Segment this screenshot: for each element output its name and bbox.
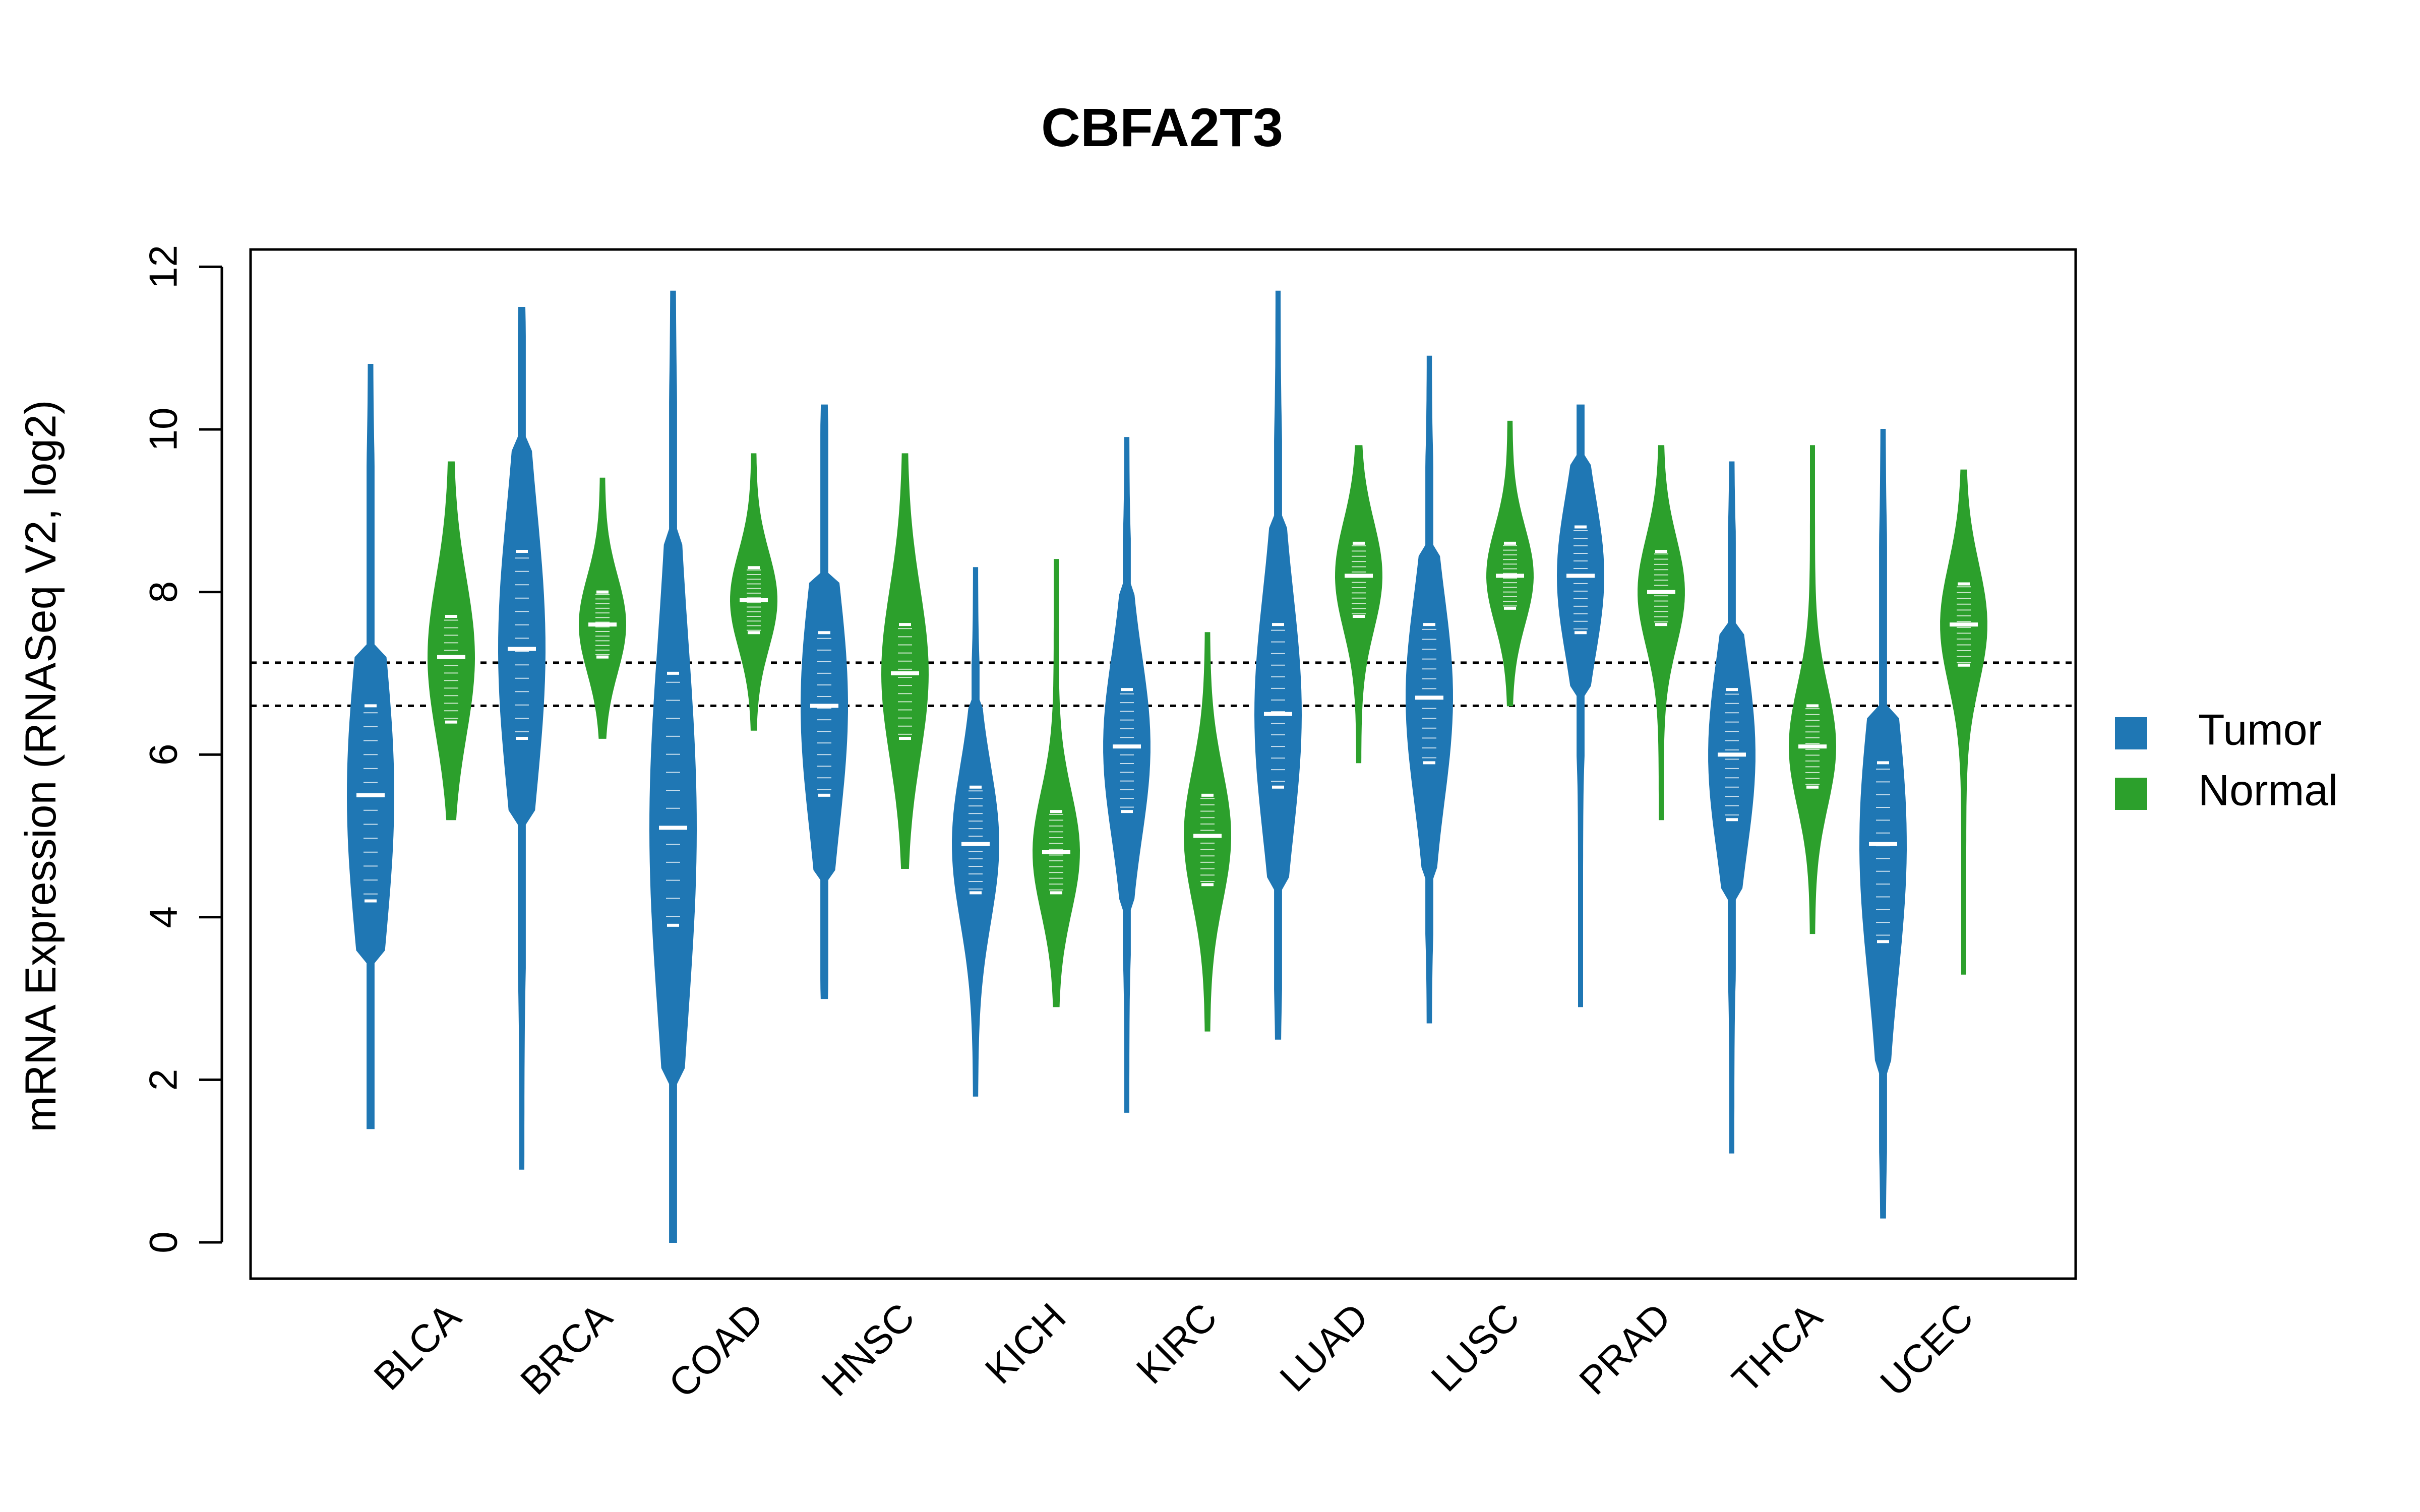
violin-tumor-prad [1556, 404, 1605, 1007]
chart-title: CBFA2T3 [1041, 97, 1283, 158]
y-tick-label: 12 [141, 245, 186, 289]
violin-tumor-hnsc [801, 404, 848, 999]
violin-normal-blca [427, 461, 475, 821]
legend-item-tumor: Tumor [2115, 706, 2322, 754]
violin-normal-prad [1638, 445, 1685, 821]
violin-normal-thca [1788, 445, 1837, 934]
y-tick-label: 10 [141, 408, 186, 452]
legend-item-normal: Normal [2115, 767, 2338, 815]
violin-tumor-coad [649, 290, 697, 1243]
legend-swatch [2115, 717, 2147, 749]
violin-tumor-lusc [1405, 355, 1454, 1024]
y-tick-label: 2 [141, 1069, 186, 1091]
violin-tumor-kirc [1103, 437, 1151, 1113]
series-normal [427, 420, 1987, 1032]
violin-tumor-blca [346, 364, 395, 1129]
violin-tumor-thca [1708, 461, 1756, 1154]
violin-normal-luad [1335, 445, 1383, 764]
y-tick-label: 6 [141, 744, 186, 766]
violin-normal-ucec [1940, 469, 1987, 975]
y-axis-label: mRNA Expression (RNASeq V2, log2) [17, 400, 65, 1132]
legend-label: Tumor [2198, 706, 2322, 754]
series-tumor [346, 290, 1907, 1243]
violin-normal-kich [1032, 559, 1080, 1007]
y-axis: 0 2 4 6 8 10 12 [141, 245, 223, 1253]
y-tick-label: 4 [141, 906, 186, 928]
violin-normal-kirc [1183, 632, 1232, 1032]
plot-frame [249, 248, 2077, 1280]
y-tick-label: 8 [141, 581, 186, 603]
violin-tumor-kich [951, 567, 1000, 1097]
y-tick-label: 0 [141, 1231, 186, 1253]
violin-normal-lusc [1486, 420, 1534, 707]
violin-tumor-ucec [1859, 429, 1907, 1219]
violin-normal-coad [730, 453, 778, 731]
legend-label: Normal [2198, 767, 2338, 815]
legend-swatch [2115, 778, 2147, 810]
legend: Tumor Normal [2115, 706, 2338, 815]
